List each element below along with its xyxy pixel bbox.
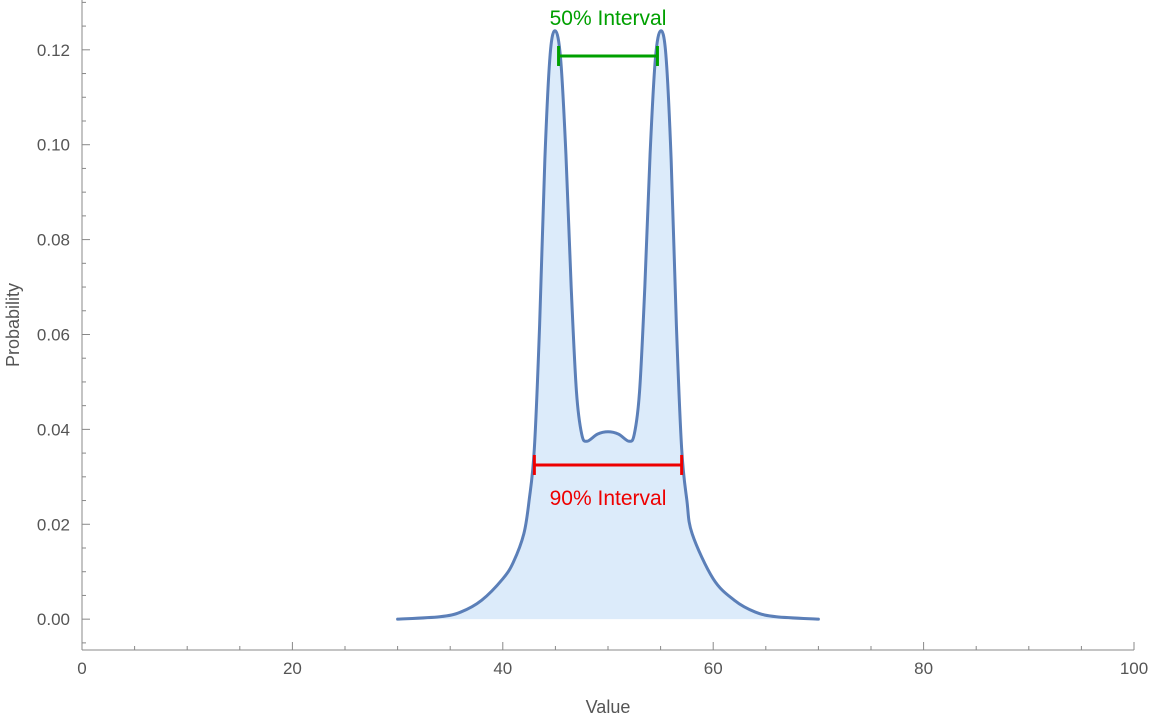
y-tick-label: 0.02 [37, 515, 70, 534]
y-tick-label: 0.10 [37, 136, 70, 155]
y-tick-label: 0.12 [37, 41, 70, 60]
axis-tick-labels: 0 20 40 60 80 100 0.00 0.02 0.04 0.06 0.08 0.10 0.12 [37, 41, 1148, 678]
x-tick-label: 100 [1120, 659, 1148, 678]
y-tick-label: 0.06 [37, 325, 70, 344]
x-tick-label: 60 [704, 659, 723, 678]
x-tick-label: 40 [493, 659, 512, 678]
density-area-fill [397, 30, 819, 620]
interval-label: 90% Interval [550, 487, 667, 510]
y-tick-label: 0.08 [37, 231, 70, 250]
x-tick-label: 80 [914, 659, 933, 678]
x-tick-label: 20 [283, 659, 302, 678]
y-tick-label: 0.04 [37, 420, 70, 439]
density-curve [396, 29, 820, 621]
y-axis-title: Probability [3, 283, 23, 367]
y-tick-label: 0.00 [37, 610, 70, 629]
x-tick-label: 0 [77, 659, 86, 678]
axis-ticks [81, 1, 1135, 650]
interval-annotation: 90% Interval [532, 454, 684, 510]
interval-annotations: 50% Interval 90% Interval [532, 7, 684, 510]
x-axis-title: Value [586, 697, 631, 717]
interval-label: 50% Interval [550, 7, 667, 30]
interval-annotation: 50% Interval [550, 7, 667, 66]
